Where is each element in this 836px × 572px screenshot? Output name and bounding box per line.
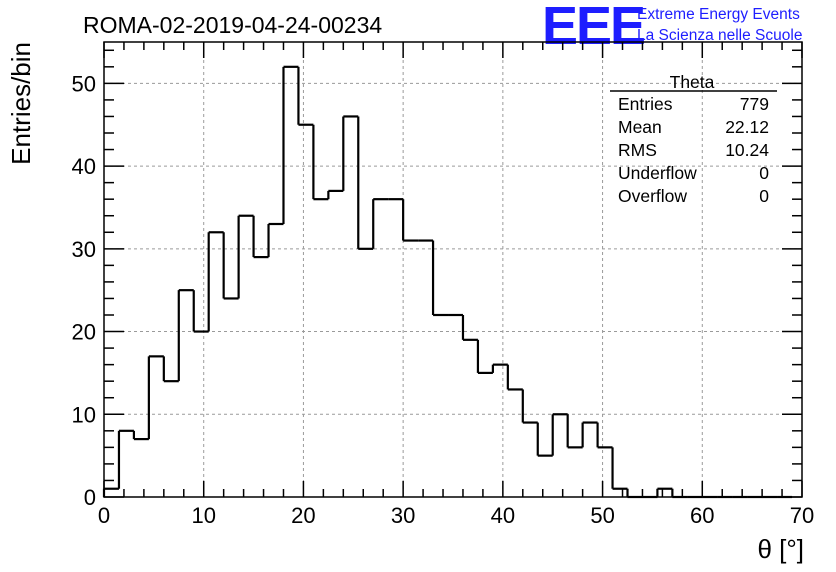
stats-row-value: 0: [759, 163, 769, 183]
logo-line-2: La Scienza nelle Scuole: [637, 27, 802, 44]
y-tick-label: 50: [72, 71, 96, 96]
x-tick-label: 60: [690, 503, 714, 528]
y-tick-label: 40: [72, 154, 96, 179]
x-tick-label: 30: [391, 503, 415, 528]
stats-row-label: Mean: [618, 117, 662, 137]
stats-row-label: Entries: [618, 94, 673, 114]
y-tick-label: 30: [72, 237, 96, 262]
stats-row-value: 0: [759, 186, 769, 206]
x-tick-label: 40: [491, 503, 515, 528]
stats-box: Theta Entries 779 Mean 22.12 RMS 10.24 Underfl…: [610, 72, 777, 206]
y-axis-label: Entries/bin: [6, 42, 36, 165]
x-tick-label: 10: [191, 503, 215, 528]
x-tick-labels: 0 10 20 30 40 50 60 70: [98, 503, 814, 528]
logo-mark: EEE: [542, 0, 644, 56]
stats-row-label: Underflow: [618, 163, 697, 183]
stats-row-value: 22.12: [725, 117, 769, 137]
stats-row-value: 10.24: [725, 140, 769, 160]
stats-box-title: Theta: [670, 72, 715, 92]
stats-row-label: RMS: [618, 140, 657, 160]
plot-frame-rect: [103, 41, 803, 498]
logo-line-1: Extreme Energy Events: [637, 6, 800, 23]
x-tick-label: 20: [291, 503, 315, 528]
axis-ticks: [103, 42, 803, 498]
y-tick-labels: 0 10 20 30 40 50: [72, 71, 96, 510]
stats-row-label: Overflow: [618, 186, 687, 206]
x-tick-label: 50: [590, 503, 614, 528]
grid-lines: [104, 42, 802, 497]
y-tick-label: 10: [72, 402, 96, 427]
histogram-series: [102, 65, 793, 499]
y-tick-label: 0: [84, 485, 96, 510]
chart-title: ROMA-02-2019-04-24-00234: [83, 12, 382, 38]
stats-rows: Entries 779 Mean 22.12 RMS 10.24 Underflow 0 Ove…: [618, 94, 769, 206]
stats-row-value: 779: [740, 94, 769, 114]
y-tick-label: 20: [72, 320, 96, 345]
x-tick-label: 70: [790, 503, 814, 528]
plot-frame: [103, 41, 803, 498]
x-tick-label: 0: [98, 503, 110, 528]
x-axis-label: θ [°]: [757, 534, 804, 564]
eee-logo: EEE Extreme Energy Events La Scienza nel…: [542, 0, 802, 56]
